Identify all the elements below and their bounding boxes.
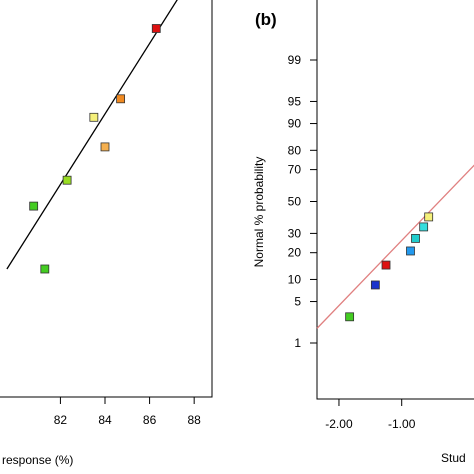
panel-b-y-tick-label: 5: [294, 295, 301, 309]
panel-b-y-tick-label: 80: [288, 143, 302, 157]
panel-b-point-3: [381, 260, 391, 270]
panel-b-point-5: [411, 234, 420, 243]
panel-b-plot-frame: [316, 0, 474, 400]
panel-b-y-tick-label: 70: [288, 163, 302, 177]
panel-b-fit-line: [316, 164, 474, 329]
panel-a-x-tick-label: 86: [143, 413, 157, 427]
panel-a-x-tick-label: 82: [54, 413, 68, 427]
panel-b-y-tick-label: 20: [288, 246, 302, 260]
panel-b-point-2: [370, 280, 380, 290]
panel-b-y-tick-label: 1: [294, 336, 301, 350]
panel-b-label: (b): [255, 10, 277, 29]
panel-a-point-7: [151, 24, 161, 33]
panel-a-point-4: [89, 112, 99, 122]
panel-b-x-tick-label: -2.00: [325, 417, 353, 431]
panel-a-x-ticks: 82 84 86 88: [54, 397, 201, 427]
panel-b-point-4: [406, 246, 415, 256]
panel-a-point-1: [29, 201, 39, 211]
panel-a-points: [29, 24, 161, 274]
panel-a-x-tick-label: 88: [187, 413, 201, 427]
panel-b-y-ticks: 1 5 10 20 30 50 70 80 90 95 99: [288, 53, 317, 350]
panel-a-x-axis-label: l response (%): [0, 453, 73, 467]
panel-a-x-tick-label: 84: [98, 413, 112, 427]
panel-a: 82 84 86 88 l response (%): [0, 0, 213, 467]
panel-b-y-tick-label: 95: [288, 94, 302, 108]
panel-a-point-2: [40, 264, 50, 274]
panel-b-point-1: [345, 312, 355, 322]
panel-b-point-6: [419, 222, 429, 232]
panel-b-x-tick-label: -1.00: [388, 417, 416, 431]
panel-b-point-7: [424, 212, 434, 222]
panel-b-y-tick-label: 90: [288, 117, 302, 131]
panel-b-points: [345, 212, 434, 322]
panel-b-y-tick-label: 10: [288, 272, 302, 286]
panel-a-fit-line: [6, 0, 178, 270]
panel-b-x-ticks: -2.00 -1.00: [325, 399, 416, 431]
panel-a-point-5: [100, 142, 110, 152]
panel-a-point-6: [116, 94, 126, 104]
panel-b-y-tick-label: 50: [288, 195, 302, 209]
panel-b-y-axis-label: Normal % probability: [252, 157, 266, 268]
panel-b-y-tick-label: 30: [288, 226, 302, 240]
panel-a-plot-frame: [0, 0, 213, 398]
panel-a-point-3: [62, 175, 72, 185]
panel-b-x-axis-label: Stud: [441, 451, 466, 465]
panel-b-y-tick-label: 99: [288, 53, 302, 67]
panel-b: (b) 1 5 10 20 30 50 70 80 90 95 99 -2.00 -1.00 Norm…: [252, 0, 474, 465]
